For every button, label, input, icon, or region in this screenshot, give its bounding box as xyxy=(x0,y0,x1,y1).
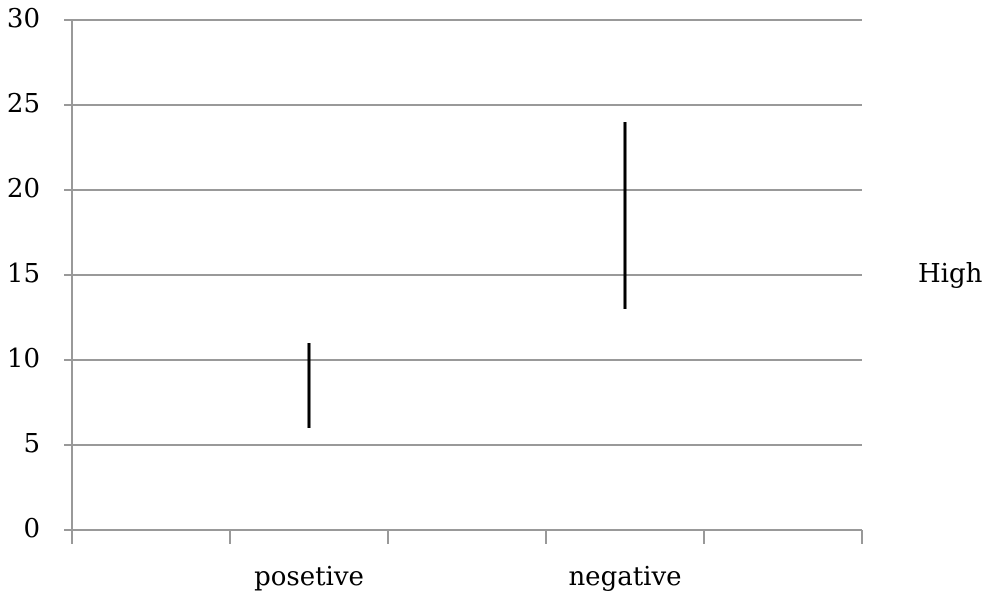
y-tick-label: 10 xyxy=(7,344,40,374)
y-tick-label: 15 xyxy=(7,259,40,289)
y-tick-label: 5 xyxy=(23,429,40,459)
legend-label: High xyxy=(918,259,983,289)
y-tick-label: 0 xyxy=(23,514,40,544)
y-tick-label: 20 xyxy=(7,174,40,204)
x-tick-label: negative xyxy=(568,562,681,592)
y-tick-label: 25 xyxy=(7,89,40,119)
x-tick-label: posetive xyxy=(254,562,364,592)
y-tick-label: 30 xyxy=(7,4,40,34)
